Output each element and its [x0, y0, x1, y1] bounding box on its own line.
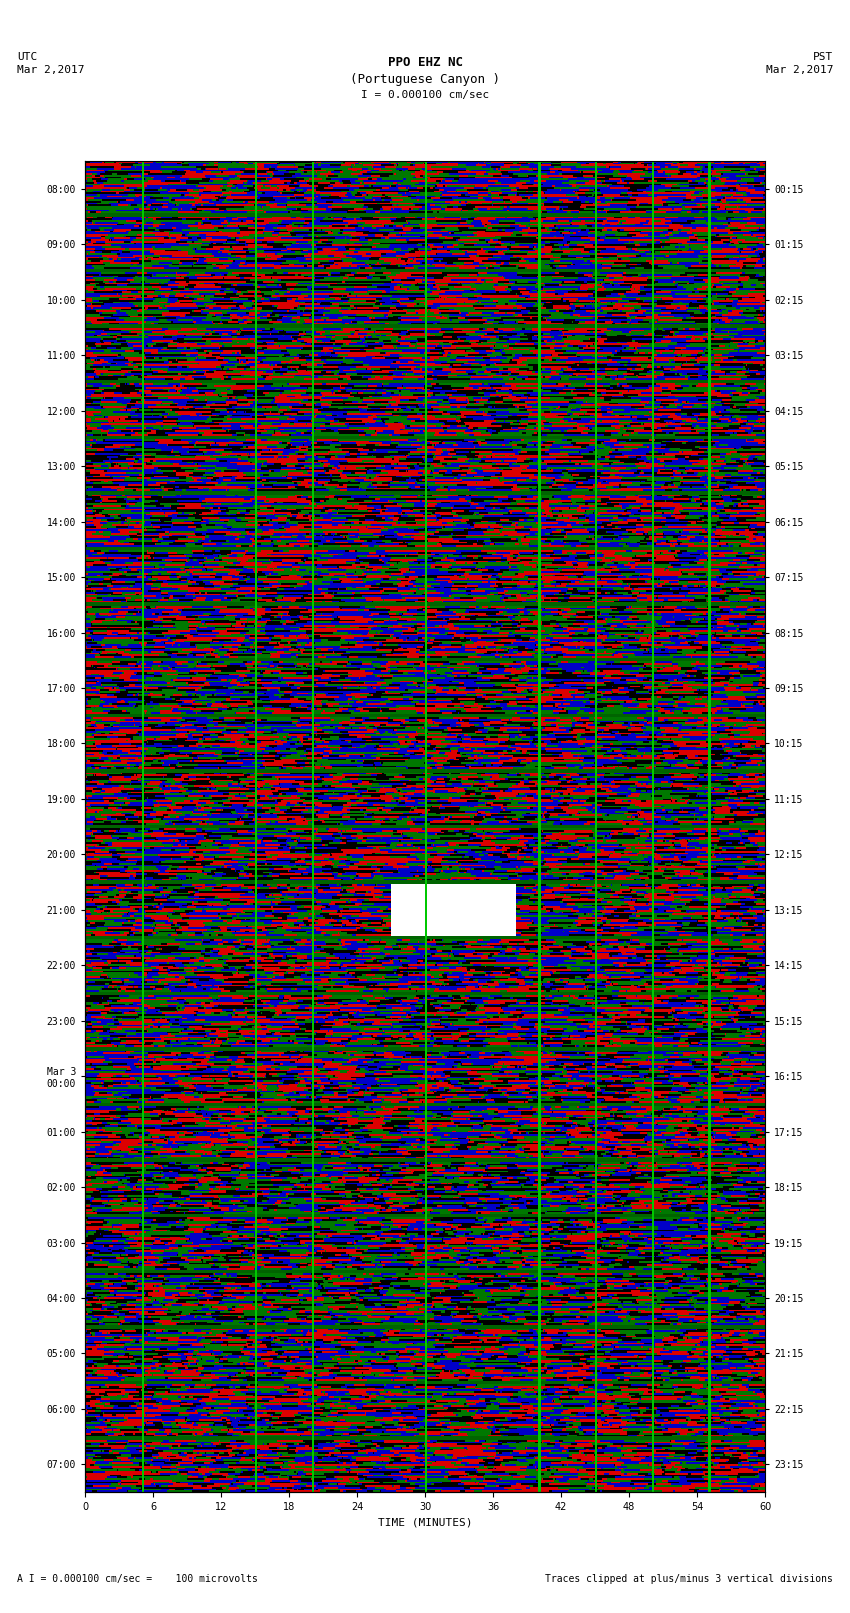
- Text: PPO EHZ NC: PPO EHZ NC: [388, 56, 462, 69]
- Text: PST: PST: [813, 52, 833, 61]
- Text: Traces clipped at plus/minus 3 vertical divisions: Traces clipped at plus/minus 3 vertical …: [545, 1574, 833, 1584]
- Text: A I = 0.000100 cm/sec =    100 microvolts: A I = 0.000100 cm/sec = 100 microvolts: [17, 1574, 258, 1584]
- X-axis label: TIME (MINUTES): TIME (MINUTES): [377, 1518, 473, 1528]
- Text: I = 0.000100 cm/sec: I = 0.000100 cm/sec: [361, 90, 489, 100]
- Text: Mar 2,2017: Mar 2,2017: [766, 65, 833, 74]
- Text: Mar 2,2017: Mar 2,2017: [17, 65, 84, 74]
- Text: (Portuguese Canyon ): (Portuguese Canyon ): [350, 73, 500, 85]
- Text: UTC: UTC: [17, 52, 37, 61]
